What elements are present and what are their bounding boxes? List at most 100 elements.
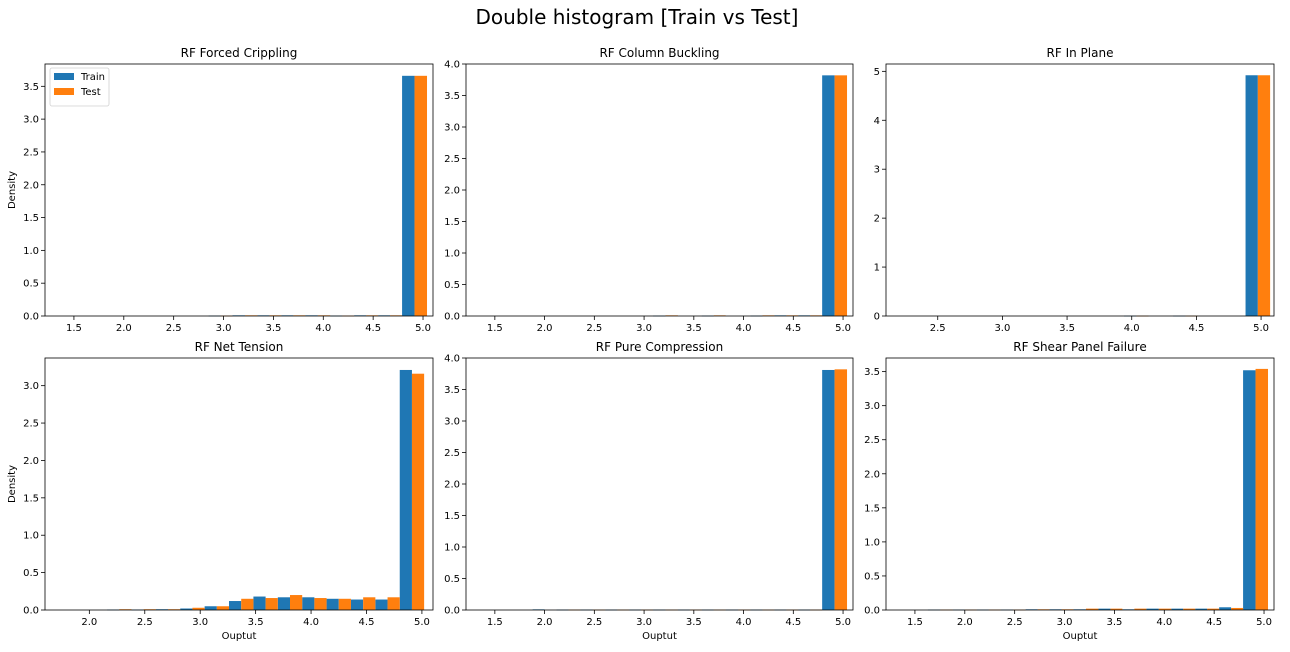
y-tick-label: 0.5 <box>444 280 460 291</box>
x-tick-label: 3.0 <box>216 323 232 334</box>
y-tick-label: 2.5 <box>444 448 460 459</box>
subplot-title: RF Shear Panel Failure <box>1013 340 1146 354</box>
x-tick-label: 2.0 <box>537 617 553 628</box>
y-tick-label: 3.5 <box>444 91 460 102</box>
x-tick-label: 2.5 <box>1007 617 1023 628</box>
x-tick-label: 4.0 <box>736 323 752 334</box>
bar-test-7 <box>1085 608 1099 610</box>
bar-test-13 <box>387 597 400 610</box>
y-tick-label: 0.0 <box>23 606 39 617</box>
axes-frame <box>885 63 1275 317</box>
y-tick-label: 3.5 <box>864 367 880 378</box>
x-axis-label: Ouptut <box>1063 631 1098 642</box>
y-tick-label: 0.5 <box>864 571 880 582</box>
bar-train-14 <box>1243 370 1256 610</box>
legend-swatch-test <box>54 88 74 95</box>
bar-test-11 <box>1183 608 1196 610</box>
y-tick-label: 2.0 <box>23 180 39 191</box>
x-tick-label: 5.0 <box>1253 323 1269 334</box>
x-tick-label: 3.0 <box>636 323 652 334</box>
y-tick-label: 2.5 <box>864 435 880 446</box>
x-tick-label: 4.0 <box>1124 323 1140 334</box>
x-tick-label: 2.0 <box>81 617 97 628</box>
y-tick-label: 4 <box>874 116 880 127</box>
x-tick-label: 5.0 <box>835 617 851 628</box>
bar-test-10 <box>314 598 327 610</box>
y-tick-label: 2.0 <box>444 186 460 197</box>
x-tick-label: 1.5 <box>487 617 503 628</box>
x-tick-label: 4.0 <box>303 617 319 628</box>
bar-test-14 <box>411 373 425 610</box>
x-tick-label: 2.0 <box>116 323 132 334</box>
y-tick-label: 1.5 <box>444 511 460 522</box>
figure-title: Double histogram [Train vs Test] <box>476 5 799 29</box>
x-tick-label: 1.5 <box>66 323 82 334</box>
y-tick-label: 2.5 <box>444 154 460 165</box>
bar-train-14 <box>402 75 415 316</box>
x-tick-label: 1.5 <box>907 617 923 628</box>
axes-frame <box>44 63 434 317</box>
legend-swatch-train <box>54 73 74 80</box>
x-tick-label: 4.5 <box>1206 617 1222 628</box>
legend-label-test: Test <box>80 87 101 98</box>
x-tick-label: 3.5 <box>248 617 264 628</box>
x-tick-label: 4.5 <box>785 323 801 334</box>
bar-test-9 <box>1134 608 1147 610</box>
y-tick-label: 2.5 <box>23 147 39 158</box>
x-tick-label: 4.0 <box>736 617 752 628</box>
subplot-title: RF Pure Compression <box>596 340 723 354</box>
bar-train-14 <box>399 369 412 610</box>
y-axis-label: Density <box>7 465 18 503</box>
axes-frame <box>885 357 1275 611</box>
bar-train-8 <box>1098 608 1111 610</box>
bar-train-5 <box>180 608 193 610</box>
bar-test-12 <box>363 597 376 610</box>
subplot-4: 2.0 2.5 3.0 3.5 4.0 4.5 5.0 0.0 0.5 1.0 1.5 2.0 2.5 3… <box>7 340 434 642</box>
bar-train-11 <box>326 598 339 610</box>
bar-test-7 <box>241 598 254 610</box>
axes-frame <box>44 357 434 611</box>
x-tick-label: 3.0 <box>192 617 208 628</box>
subplot-1: 1.5 2.0 2.5 3.0 3.5 4.0 4.5 5.0 0.0 0.5 1.0 1.5 2.0 2… <box>7 46 434 334</box>
y-tick-label: 1.0 <box>23 246 39 257</box>
subplot-5: 1.5 2.0 2.5 3.0 3.5 4.0 4.5 5.0 0.0 0.5 1.0 1.5 2.0 2… <box>444 340 854 642</box>
bar-train-10 <box>302 597 315 610</box>
x-tick-label: 3.5 <box>1106 617 1122 628</box>
x-tick-label: 2.5 <box>586 617 602 628</box>
subplot-6: 1.5 2.0 2.5 3.0 3.5 4.0 4.5 5.0 0.0 0.5 1.0 1.5 2.0 2… <box>864 340 1275 642</box>
y-tick-label: 0.5 <box>23 568 39 579</box>
y-tick-label: 4.0 <box>444 60 460 71</box>
y-tick-label: 1.5 <box>444 217 460 228</box>
x-tick-label: 2.5 <box>166 323 182 334</box>
x-tick-label: 4.5 <box>359 617 375 628</box>
y-tick-label: 2.0 <box>444 480 460 491</box>
subplot-title: RF Forced Crippling <box>181 46 298 60</box>
y-tick-label: 2.0 <box>864 469 880 480</box>
y-tick-label: 2 <box>874 214 880 225</box>
bar-train-14 <box>1245 75 1258 317</box>
x-tick-label: 2.0 <box>537 323 553 334</box>
y-tick-label: 3.0 <box>444 417 460 428</box>
y-tick-label: 1.0 <box>444 543 460 554</box>
y-tick-label: 3.0 <box>444 123 460 134</box>
bar-test-9 <box>289 595 303 610</box>
bar-test-14 <box>1257 75 1271 317</box>
bar-train-12 <box>1195 608 1208 610</box>
bar-train-13 <box>375 599 388 610</box>
legend-label-train: Train <box>80 72 105 83</box>
y-tick-label: 1.0 <box>864 537 880 548</box>
x-tick-label: 3.0 <box>636 617 652 628</box>
x-tick-label: 2.5 <box>930 323 946 334</box>
y-tick-label: 0.5 <box>23 279 39 290</box>
y-tick-label: 4.0 <box>444 354 460 365</box>
bar-train-12 <box>350 599 364 610</box>
y-axis-label: Density <box>7 171 18 209</box>
x-tick-label: 4.0 <box>1156 617 1172 628</box>
x-tick-label: 4.5 <box>785 617 801 628</box>
bar-train-13 <box>1219 607 1232 610</box>
y-tick-label: 3.0 <box>23 381 39 392</box>
bar-test-6 <box>216 606 230 610</box>
bar-test-11 <box>338 598 351 610</box>
bar-test-14 <box>834 369 848 610</box>
